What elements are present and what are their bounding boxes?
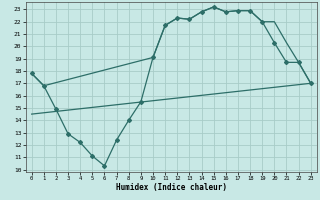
X-axis label: Humidex (Indice chaleur): Humidex (Indice chaleur) — [116, 183, 227, 192]
